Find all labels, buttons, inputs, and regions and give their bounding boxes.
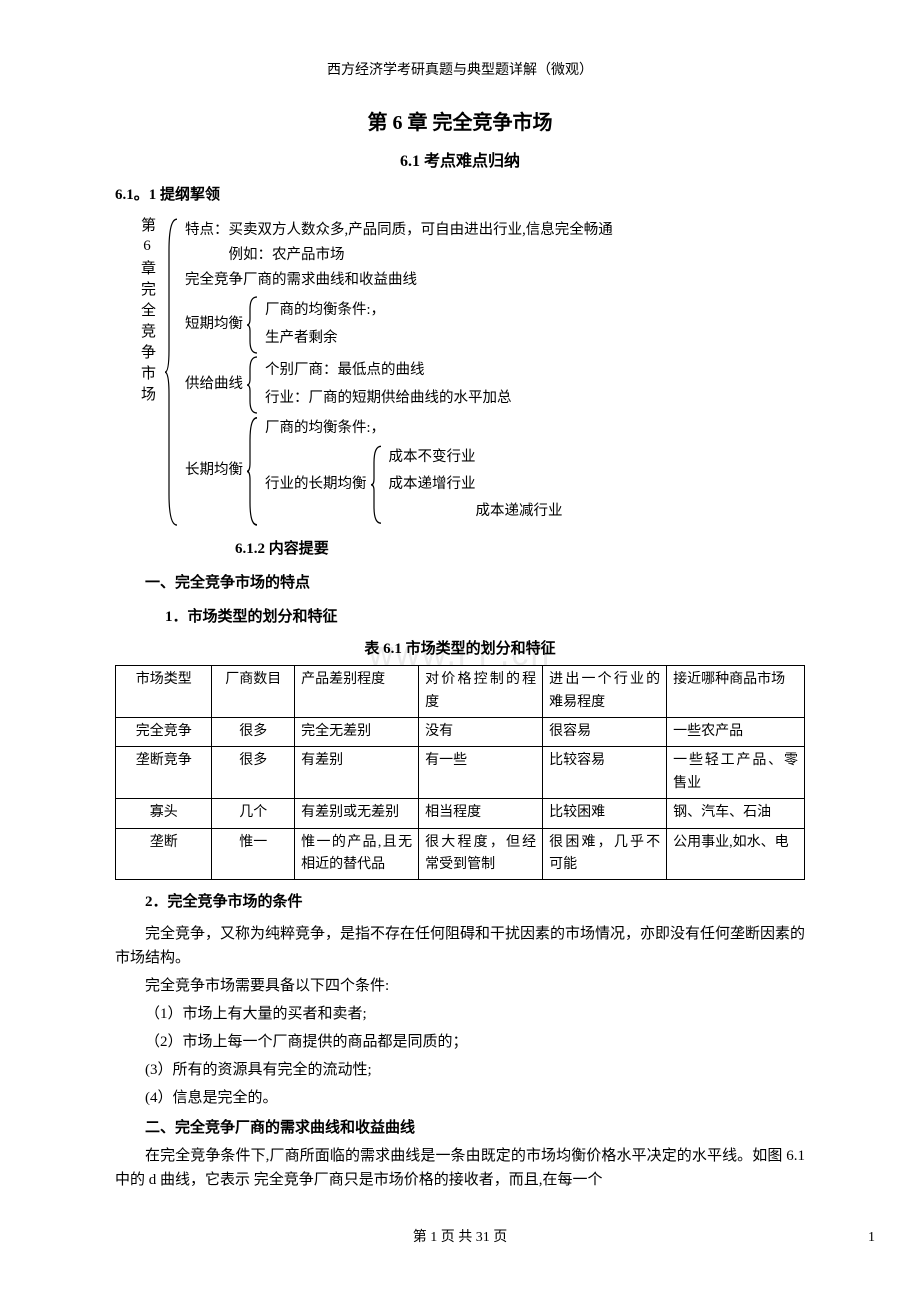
table-cell: 很困难，几乎不可能 (543, 828, 667, 880)
table-row: 垄断惟一惟一的产品,且无相近的替代品很大程度，但经常受到管制很困难，几乎不可能公… (116, 828, 805, 880)
table-cell: 很多 (212, 718, 295, 747)
outline-line: 厂商的均衡条件:， (265, 299, 385, 322)
condition-item: (4）信息是完全的。 (145, 1086, 805, 1110)
table-cell: 有差别或无差别 (295, 799, 419, 828)
outline-line: 成本递增行业 (389, 473, 563, 496)
outline-short-eq: 短期均衡 厂商的均衡条件:， 生产者剩余 (185, 295, 805, 355)
table-row: 完全竞争很多完全无差别没有很容易一些农产品 (116, 718, 805, 747)
subsection-612: 6.1.2 内容提要 (235, 537, 805, 561)
table-header-cell: 市场类型 (116, 666, 212, 718)
table-cell: 很容易 (543, 718, 667, 747)
table-cell: 有差别 (295, 747, 419, 799)
footer-page-text: 第 1 页 共 31 页 (413, 1230, 508, 1245)
table-caption: 表 6.1 市场类型的划分和特征 (115, 637, 805, 661)
outline-line: 行业：厂商的短期供给曲线的水平加总 (265, 387, 512, 410)
table-cell: 比较容易 (543, 747, 667, 799)
table-cell: 很大程度，但经常受到管制 (419, 828, 543, 880)
table-cell: 几个 (212, 799, 295, 828)
table-header-cell: 接近哪种商品市场 (667, 666, 805, 718)
table-cell: 惟一 (212, 828, 295, 880)
chapter-title: 第 6 章 完全竞争市场 (115, 107, 805, 139)
outline-label: 行业的长期均衡 (265, 444, 371, 526)
table-cell: 一些农产品 (667, 718, 805, 747)
heading-1-1: 1．市场类型的划分和特征 (165, 605, 805, 629)
heading-1: 一、完全竞争市场的特点 (145, 571, 805, 595)
table-row: 垄断竞争很多有差别有一些比较容易一些轻工产品、零售业 (116, 747, 805, 799)
table-cell: 寡头 (116, 799, 212, 828)
footer-page-number: 1 (868, 1227, 875, 1249)
table-cell: 没有 (419, 718, 543, 747)
condition-item: （2）市场上每一个厂商提供的商品都是同质的； (145, 1030, 805, 1054)
table-cell: 有一些 (419, 747, 543, 799)
outline-line: 个别厂商：最低点的曲线 (265, 359, 512, 382)
outline-long-eq: 长期均衡 厂商的均衡条件:， 行业的长期均衡 成本不变行业 成本递增行业 成本递… (185, 415, 805, 528)
table-cell: 很多 (212, 747, 295, 799)
table-cell: 公用事业,如水、电 (667, 828, 805, 880)
outline-line: 生产者剩余 (265, 327, 385, 350)
outline-line: 厂商的均衡条件:， (265, 417, 563, 440)
table-cell: 钢、汽车、石油 (667, 799, 805, 828)
condition-item: (3）所有的资源具有完全的流动性; (145, 1058, 805, 1082)
outline-supply: 供给曲线 个别厂商：最低点的曲线 行业：厂商的短期供给曲线的水平加总 (185, 355, 805, 415)
table-cell: 垄断竞争 (116, 747, 212, 799)
table-cell: 比较困难 (543, 799, 667, 828)
outline-line: 成本不变行业 (389, 446, 563, 469)
table-cell: 完全无差别 (295, 718, 419, 747)
outline-tree: 第6章完全竞争市场 特点：买卖双方人数众多,产品同质，可自由进出行业,信息完全畅… (135, 217, 805, 527)
table-cell: 相当程度 (419, 799, 543, 828)
outline-line: 特点：买卖双方人数众多,产品同质，可自由进出行业,信息完全畅通 (185, 219, 805, 242)
table-cell: 一些轻工产品、零售业 (667, 747, 805, 799)
brace-icon (371, 444, 383, 526)
outline-label: 长期均衡 (185, 415, 247, 528)
market-types-table: 市场类型厂商数目产品差别程度对价格控制的程度进出一个行业的难易程度接近哪种商品市… (115, 665, 805, 880)
table-header-cell: 进出一个行业的难易程度 (543, 666, 667, 718)
table-header-cell: 厂商数目 (212, 666, 295, 718)
section-title: 6.1 考点难点归纳 (115, 149, 805, 175)
table-cell: 完全竞争 (116, 718, 212, 747)
paragraph: 完全竞争，又称为纯粹竞争，是指不存在任何阻碍和干扰因素的市场情况，亦即没有任何垄… (115, 922, 805, 970)
brace-icon (165, 217, 179, 527)
heading-2: 二、完全竞争厂商的需求曲线和收益曲线 (145, 1116, 805, 1140)
paragraph: 在完全竞争条件下,厂商所面临的需求曲线是一条由既定的市场均衡价格水平决定的水平线… (115, 1144, 805, 1192)
brace-icon (247, 355, 259, 415)
table-cell: 惟一的产品,且无相近的替代品 (295, 828, 419, 880)
page-footer: 第 1 页 共 31 页 1 (115, 1227, 805, 1249)
heading-1-2: 2．完全竞争市场的条件 (145, 890, 805, 914)
subsection-611: 6.1。1 提纲挈领 (115, 183, 805, 207)
outline-label: 供给曲线 (185, 355, 247, 415)
table-cell: 垄断 (116, 828, 212, 880)
condition-item: （1）市场上有大量的买者和卖者; (145, 1002, 805, 1026)
table-header-cell: 产品差别程度 (295, 666, 419, 718)
paragraph: 完全竞争市场需要具备以下四个条件: (115, 974, 805, 998)
outline-line: 完全竞争厂商的需求曲线和收益曲线 (185, 269, 805, 292)
outline-label: 短期均衡 (185, 295, 247, 355)
outline-line: 成本递减行业 (476, 500, 563, 523)
brace-icon (247, 295, 259, 355)
page-header: 西方经济学考研真题与典型题详解（微观） (115, 60, 805, 82)
table-header-cell: 对价格控制的程度 (419, 666, 543, 718)
table-row: 寡头几个有差别或无差别相当程度比较困难钢、汽车、石油 (116, 799, 805, 828)
brace-icon (247, 415, 259, 528)
outline-long-eq-industry: 行业的长期均衡 成本不变行业 成本递增行业 成本递减行业 (265, 444, 563, 526)
outline-root-label: 第6章完全竞争市场 (135, 217, 165, 527)
outline-line: 例如：农产品市场 (229, 244, 806, 267)
